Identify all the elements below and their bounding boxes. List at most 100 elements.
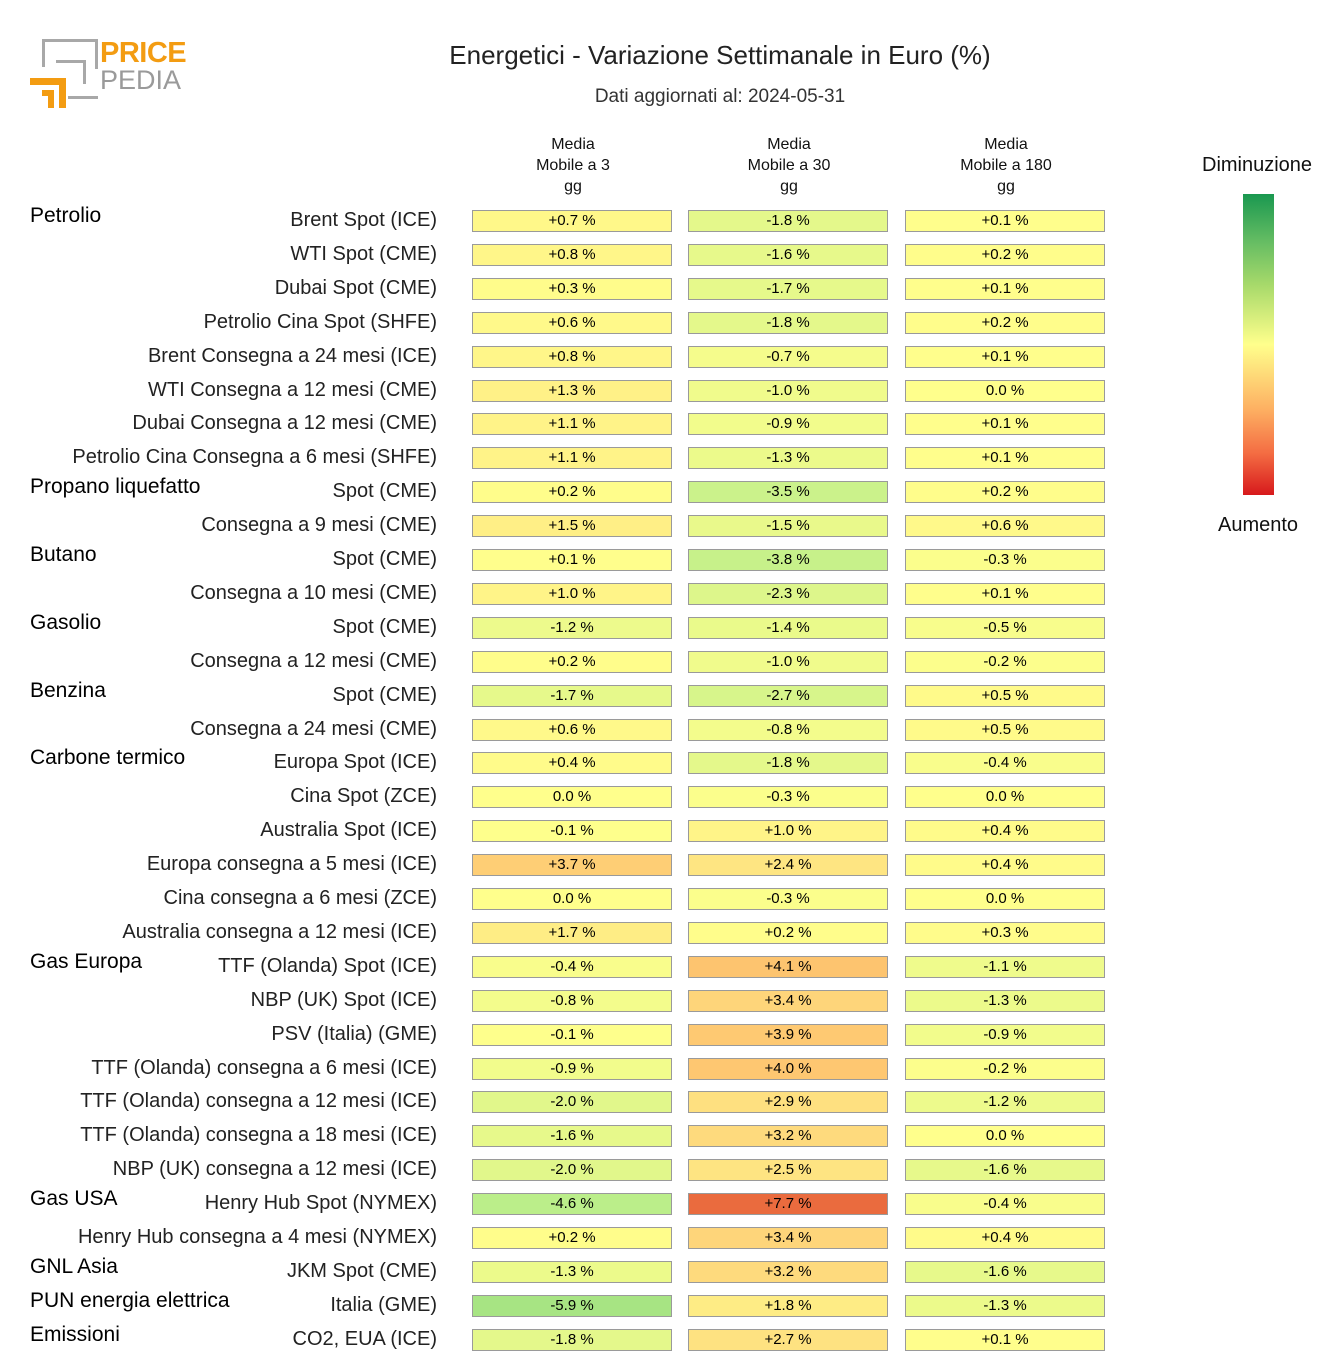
row-label: Brent Spot (ICE) bbox=[290, 209, 437, 231]
column-header-30gg: Media Mobile a 30 gg bbox=[747, 136, 831, 195]
heatmap-cell: +0.5 % bbox=[905, 718, 1105, 741]
heatmap-cell: +0.2 % bbox=[905, 481, 1105, 504]
heatmap-cell: -3.8 % bbox=[688, 549, 888, 571]
logo-text-pedia: PEDIA bbox=[100, 65, 182, 95]
heatmap-cell: -1.6 % bbox=[905, 1260, 1105, 1283]
heatmap-cell: -3.5 % bbox=[688, 481, 888, 504]
heatmap-cell: -2.0 % bbox=[472, 1159, 672, 1182]
row-label: NBP (UK) consegna a 12 mesi (ICE) bbox=[112, 1158, 437, 1181]
heatmap-cell: -1.2 % bbox=[472, 616, 672, 639]
group-label: Petrolio bbox=[30, 204, 102, 227]
group-label: GNL Asia bbox=[30, 1254, 118, 1278]
heatmap-cell: +1.1 % bbox=[472, 447, 672, 470]
heatmap-cell: +0.8 % bbox=[472, 243, 672, 266]
heatmap-cell: -1.6 % bbox=[472, 1125, 672, 1148]
heatmap-cell: 0.0 % bbox=[905, 1125, 1105, 1148]
heatmap-cell: +0.1 % bbox=[472, 549, 672, 571]
heatmap-cell: -0.1 % bbox=[472, 1023, 672, 1046]
logo-gray-frame-top bbox=[42, 39, 98, 42]
heatmap-cell: +4.1 % bbox=[688, 955, 888, 978]
row-label: Consegna a 24 mesi (CME) bbox=[190, 717, 437, 740]
heatmap-cell: -1.3 % bbox=[905, 989, 1105, 1012]
group-label: Gasolio bbox=[30, 610, 102, 634]
heatmap-cell: -1.0 % bbox=[688, 379, 888, 402]
row-label: Consegna a 9 mesi (CME) bbox=[201, 514, 437, 537]
row-label: NBP (UK) Spot (ICE) bbox=[250, 988, 437, 1011]
heatmap-cell: -0.4 % bbox=[472, 955, 672, 978]
group-label: Propano liquefatto bbox=[30, 475, 201, 499]
heatmap-cell: -2.0 % bbox=[472, 1091, 672, 1114]
heatmap-cell: +0.1 % bbox=[905, 447, 1105, 470]
heatmap-cell: +4.0 % bbox=[688, 1057, 888, 1080]
heatmap-cell: +0.4 % bbox=[905, 854, 1105, 877]
heatmap-cell: -0.2 % bbox=[905, 650, 1105, 673]
heatmap-cell: +0.2 % bbox=[905, 311, 1105, 334]
row-label: Consegna a 10 mesi (CME) bbox=[190, 581, 437, 604]
heatmap-cell: +0.6 % bbox=[472, 311, 672, 334]
row-label: Consegna a 12 mesi (CME) bbox=[190, 649, 437, 672]
heatmap-cell: +1.3 % bbox=[472, 379, 672, 402]
row-label: Spot (CME) bbox=[332, 548, 437, 570]
column-header-3gg: Media Mobile a 3 gg bbox=[536, 136, 610, 195]
row-label: Henry Hub consegna a 4 mesi (NYMEX) bbox=[77, 1226, 437, 1248]
heatmap-cell: +1.1 % bbox=[472, 413, 672, 436]
logo-gray-inner-right bbox=[83, 60, 86, 84]
heatmap-cell: +0.8 % bbox=[472, 345, 672, 368]
group-label: Gas USA bbox=[30, 1187, 118, 1211]
heatmap-cell: -1.2 % bbox=[905, 1091, 1105, 1114]
logo-text-price: PRICE bbox=[100, 37, 187, 69]
heatmap-cell: +3.9 % bbox=[688, 1023, 888, 1046]
heatmap-cell: +2.7 % bbox=[688, 1328, 888, 1351]
row-label: TTF (Olanda) consegna a 12 mesi (ICE) bbox=[80, 1090, 437, 1113]
row-label: Petrolio Cina Consegna a 6 mesi (SHFE) bbox=[72, 446, 437, 469]
heatmap-cell: -1.8 % bbox=[688, 752, 888, 775]
heatmap-cell: +7.7 % bbox=[688, 1193, 888, 1216]
group-label: Benzina bbox=[30, 678, 106, 702]
heatmap-cell: +3.4 % bbox=[688, 989, 888, 1012]
heatmap-cell: +0.2 % bbox=[472, 481, 672, 504]
row-label: JKM Spot (CME) bbox=[286, 1259, 437, 1282]
heatmap-cell: +3.7 % bbox=[472, 854, 672, 877]
heatmap-cell: +0.5 % bbox=[905, 684, 1105, 707]
heatmap-cell: -1.7 % bbox=[688, 277, 888, 300]
heatmap-cell: 0.0 % bbox=[905, 379, 1105, 402]
heatmap-cell: +0.1 % bbox=[905, 345, 1105, 368]
heatmap-cell: +1.7 % bbox=[472, 921, 672, 944]
heatmap-cell: -2.7 % bbox=[688, 684, 888, 707]
heatmap-cell: -0.7 % bbox=[688, 345, 888, 368]
pricepedia-logo bbox=[30, 39, 98, 108]
heatmap-cell: +1.0 % bbox=[688, 820, 888, 843]
heatmap-cell: -5.9 % bbox=[472, 1294, 672, 1317]
group-label: Emissioni bbox=[30, 1322, 120, 1346]
row-label: WTI Spot (CME) bbox=[290, 242, 437, 265]
heatmap-cell: -1.0 % bbox=[688, 650, 888, 673]
heatmap-cell: -1.7 % bbox=[472, 684, 672, 707]
heatmap-cell: 0.0 % bbox=[472, 888, 672, 910]
chart-title: Energetici - Variazione Settimanale in E… bbox=[449, 40, 991, 70]
row-label: Brent Consegna a 24 mesi (ICE) bbox=[147, 344, 437, 367]
heatmap-cell: 0.0 % bbox=[472, 786, 672, 809]
row-label: Spot (CME) bbox=[332, 683, 437, 706]
group-label: PUN energia elettrica bbox=[30, 1288, 230, 1312]
heatmap-cell: -0.9 % bbox=[905, 1023, 1105, 1046]
heatmap-cell: +0.2 % bbox=[688, 921, 888, 944]
heatmap-cell: +0.3 % bbox=[472, 277, 672, 300]
logo-orange-bar-1 bbox=[30, 78, 66, 85]
row-label: CO2, EUA (ICE) bbox=[292, 1327, 437, 1350]
heatmap-cell: -0.4 % bbox=[905, 1193, 1105, 1216]
logo-gray-frame-right bbox=[95, 39, 98, 69]
heatmap-cell: +0.7 % bbox=[472, 210, 672, 232]
group-label: Gas Europa bbox=[30, 949, 143, 973]
heatmap-cell: -0.5 % bbox=[905, 616, 1105, 639]
row-label: Europa consegna a 5 mesi (ICE) bbox=[146, 853, 437, 876]
row-label: Australia consegna a 12 mesi (ICE) bbox=[122, 920, 437, 943]
heatmap-cell: -0.2 % bbox=[905, 1057, 1105, 1080]
heatmap-cell: +0.6 % bbox=[472, 718, 672, 741]
heatmap-cell: +0.4 % bbox=[905, 820, 1105, 843]
heatmap-cell: +2.4 % bbox=[688, 854, 888, 877]
heatmap-cell: -0.4 % bbox=[905, 752, 1105, 775]
row-label: Spot (CME) bbox=[332, 480, 437, 503]
row-label: Italia (GME) bbox=[330, 1293, 437, 1316]
heatmap-cell: -0.8 % bbox=[688, 718, 888, 741]
logo-gray-inner-top bbox=[56, 60, 86, 63]
